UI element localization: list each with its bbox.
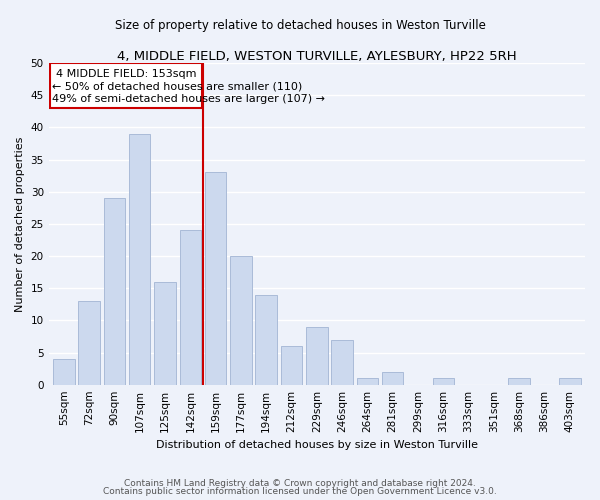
Text: ← 50% of detached houses are smaller (110): ← 50% of detached houses are smaller (11… — [52, 81, 303, 91]
Bar — [433, 378, 454, 384]
Text: 4 MIDDLE FIELD: 153sqm: 4 MIDDLE FIELD: 153sqm — [56, 70, 196, 80]
Bar — [382, 372, 403, 384]
Bar — [205, 172, 226, 384]
Text: Contains public sector information licensed under the Open Government Licence v3: Contains public sector information licen… — [103, 487, 497, 496]
Bar — [154, 282, 176, 385]
Bar — [129, 134, 151, 384]
X-axis label: Distribution of detached houses by size in Weston Turville: Distribution of detached houses by size … — [156, 440, 478, 450]
Bar — [179, 230, 201, 384]
Y-axis label: Number of detached properties: Number of detached properties — [15, 136, 25, 312]
Bar — [53, 359, 74, 384]
Bar — [256, 294, 277, 384]
Bar — [559, 378, 581, 384]
Bar — [331, 340, 353, 384]
Text: Contains HM Land Registry data © Crown copyright and database right 2024.: Contains HM Land Registry data © Crown c… — [124, 478, 476, 488]
Bar — [356, 378, 378, 384]
Bar — [508, 378, 530, 384]
Bar — [230, 256, 251, 384]
Text: 49% of semi-detached houses are larger (107) →: 49% of semi-detached houses are larger (… — [52, 94, 325, 104]
Title: 4, MIDDLE FIELD, WESTON TURVILLE, AYLESBURY, HP22 5RH: 4, MIDDLE FIELD, WESTON TURVILLE, AYLESB… — [117, 50, 517, 63]
FancyBboxPatch shape — [50, 63, 202, 108]
Bar — [281, 346, 302, 385]
Bar — [306, 327, 328, 384]
Bar — [79, 301, 100, 384]
Text: Size of property relative to detached houses in Weston Turville: Size of property relative to detached ho… — [115, 20, 485, 32]
Bar — [104, 198, 125, 384]
